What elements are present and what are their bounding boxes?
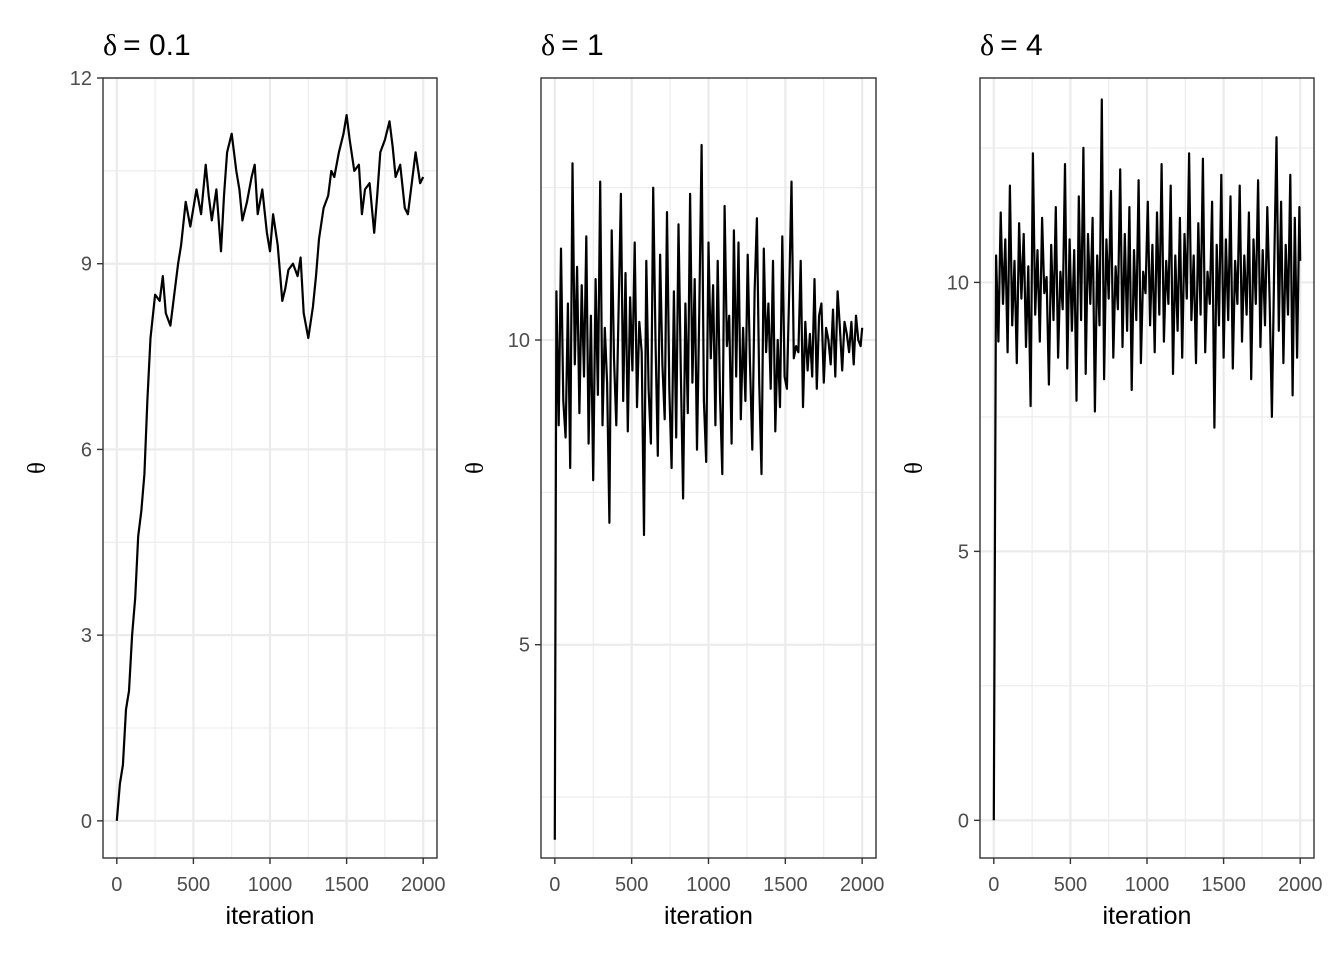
- y-axis-label: θ: [24, 462, 51, 474]
- y-tick-label: 12: [70, 68, 92, 90]
- x-tick-label: 2000: [840, 874, 885, 896]
- x-tick-label: 500: [1054, 874, 1087, 896]
- delta-symbol: δ: [103, 29, 117, 62]
- x-axis-label: iteration: [664, 902, 753, 930]
- y-tick-label: 10: [947, 272, 969, 294]
- y-tick-label: 3: [81, 625, 92, 647]
- x-tick-label: 500: [615, 874, 648, 896]
- y-axis-label: θ: [901, 462, 928, 474]
- panel-title: δ = 0.1: [103, 29, 191, 62]
- x-tick-label: 2000: [1278, 874, 1323, 896]
- x-tick-label: 1500: [1201, 874, 1246, 896]
- title-value: = 4: [1000, 29, 1043, 62]
- x-tick-label: 1000: [248, 874, 293, 896]
- y-tick-label: 0: [81, 811, 92, 833]
- y-tick-label: 6: [81, 439, 92, 461]
- x-tick-label: 2000: [401, 874, 446, 896]
- trace-line: [992, 98, 1302, 821]
- trace-line: [115, 113, 425, 821]
- panel-2: 0 500 1000 1500 2000 5 10 iteration θ δ = 1: [462, 29, 884, 930]
- title-value: = 1: [561, 29, 604, 62]
- x-tick-label: 1000: [686, 874, 731, 896]
- x-tick-label: 1000: [1125, 874, 1170, 896]
- delta-symbol: δ: [541, 29, 555, 62]
- panel-3: 0 500 1000 1500 2000 0 5 10 iteration θ δ = 4: [901, 29, 1322, 930]
- x-tick-label: 1500: [324, 874, 369, 896]
- x-axis-label: iteration: [1103, 902, 1192, 930]
- x-tick-label: 500: [177, 874, 210, 896]
- x-tick-label: 0: [111, 874, 122, 896]
- x-axis-label: iteration: [226, 902, 315, 930]
- y-tick-label: 10: [508, 330, 530, 352]
- y-tick-label: 0: [958, 810, 969, 832]
- y-tick-label: 5: [519, 635, 530, 657]
- y-tick-label: 9: [81, 254, 92, 276]
- panel-title: δ = 1: [541, 29, 604, 62]
- y-axis-label: θ: [462, 462, 489, 474]
- title-value: = 0.1: [123, 29, 191, 62]
- panel-title: δ = 4: [980, 29, 1043, 62]
- delta-symbol: δ: [980, 29, 994, 62]
- trace-line: [553, 143, 864, 840]
- panel-1: 0 500 1000 1500 2000 0 3 6 9 12 iteration θ δ = 0.1: [24, 29, 445, 930]
- x-tick-label: 0: [988, 874, 999, 896]
- x-tick-label: 0: [549, 874, 560, 896]
- x-tick-label: 1500: [763, 874, 808, 896]
- y-tick-label: 5: [958, 541, 969, 563]
